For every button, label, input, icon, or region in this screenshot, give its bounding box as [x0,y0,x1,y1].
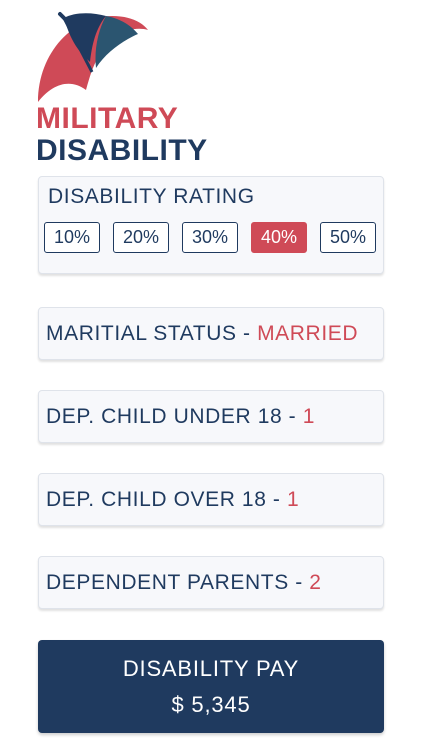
umbrella-icon [38,12,148,102]
rating-option-40[interactable]: 40% [251,222,307,253]
rating-option-20[interactable]: 20% [113,222,169,253]
rating-option-30[interactable]: 30% [182,222,238,253]
rating-option-10[interactable]: 10% [44,222,100,253]
marital-status-value: MARRIED [257,321,359,345]
dep-child-over-18-label: DEP. CHILD OVER 18 - [46,487,287,511]
disability-rating-card: DISABILITY RATING 10% 20% 30% 40% 50% [38,176,384,274]
disability-pay-amount: $ 5,345 [171,691,251,717]
marital-status-button[interactable]: MARITIAL STATUS - MARRIED [38,307,384,360]
disability-rating-label: DISABILITY RATING [48,185,255,208]
dependent-parents-value: 2 [309,570,322,594]
disability-pay-label: DISABILITY PAY [122,655,300,681]
dep-child-under-18-button[interactable]: DEP. CHILD UNDER 18 - 1 [38,390,384,443]
dep-child-over-18-value: 1 [286,487,300,511]
marital-status-label: MARITIAL STATUS - [46,321,258,345]
dep-child-under-18-value: 1 [302,404,315,428]
dependent-parents-label: DEPENDENT PARENTS - [46,570,310,594]
dependent-parents-button[interactable]: DEPENDENT PARENTS - 2 [38,556,384,609]
rating-options: 10% 20% 30% 40% 50% [44,222,389,253]
rating-option-50[interactable]: 50% [320,222,376,253]
app-title-disability: DISABILITY [36,134,208,167]
disability-pay-panel: DISABILITY PAY $ 5,345 [38,640,384,733]
app-title-military: MILITARY [36,102,179,135]
dep-child-over-18-button[interactable]: DEP. CHILD OVER 18 - 1 [38,473,384,526]
dep-child-under-18-label: DEP. CHILD UNDER 18 - [46,404,303,428]
